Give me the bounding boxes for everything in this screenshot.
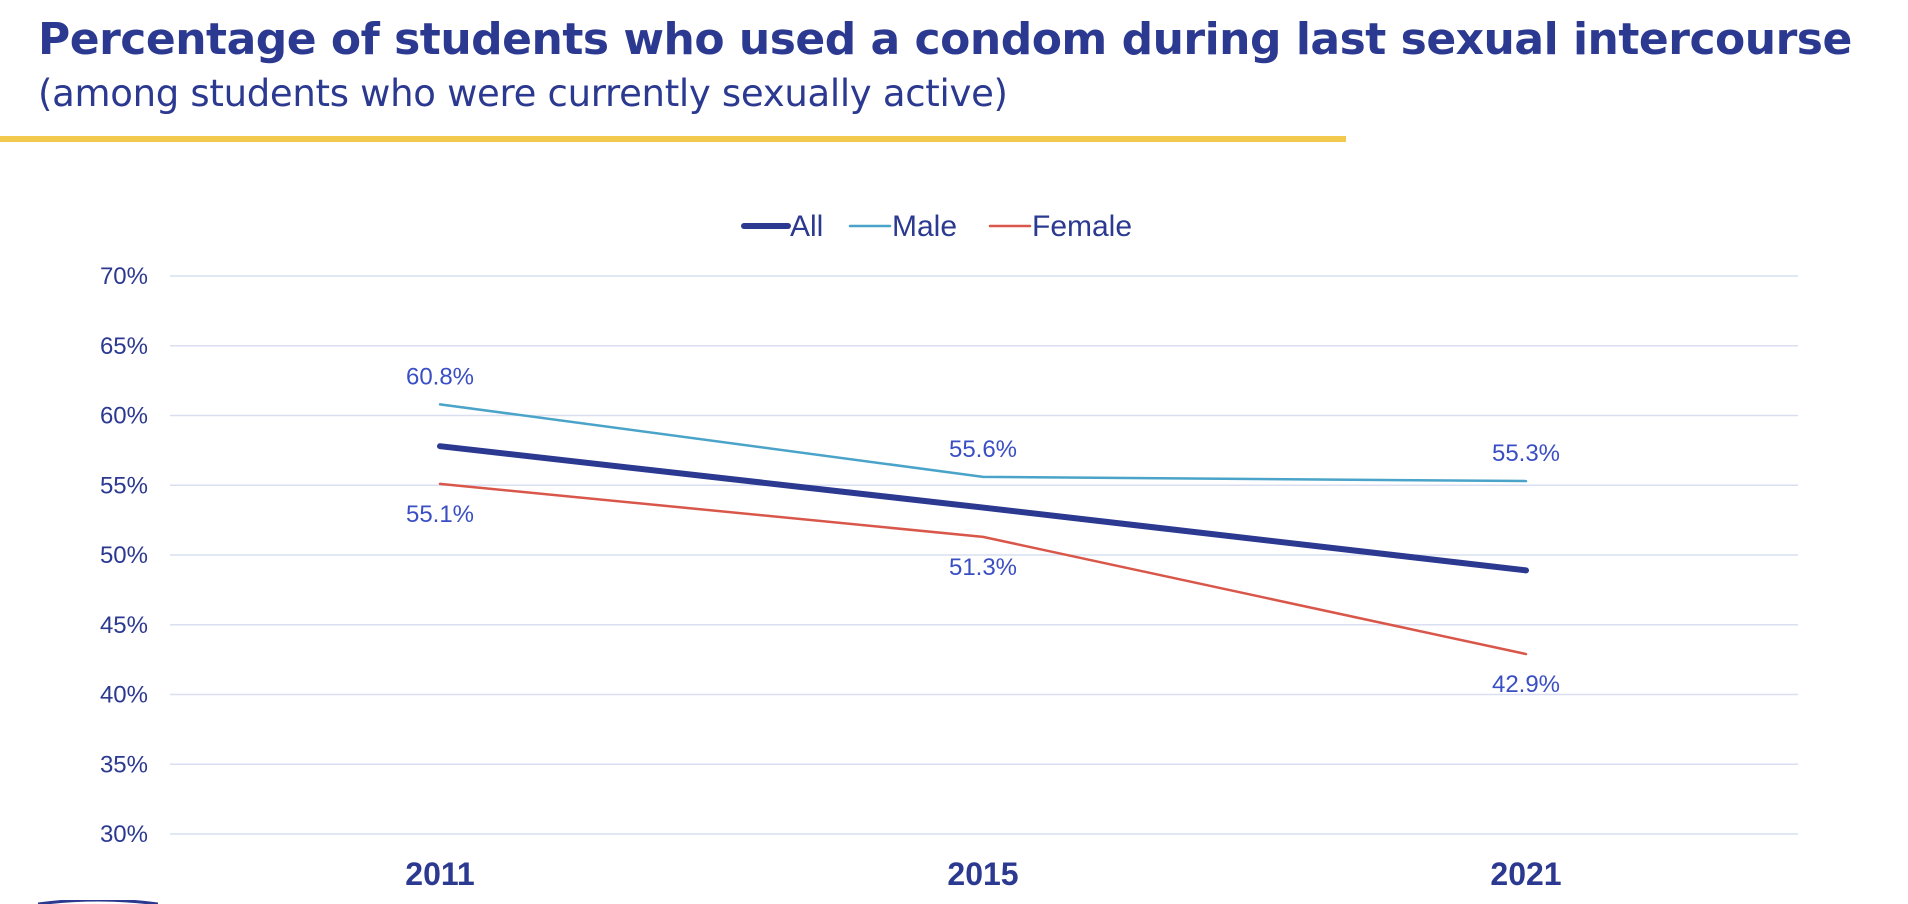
y-tick-label: 30%: [100, 821, 148, 848]
y-tick-label: 40%: [100, 682, 148, 709]
page-subtitle: (among students who were currently sexua…: [38, 72, 1008, 115]
data-label-female: 42.9%: [1492, 671, 1560, 698]
legend-label-all: All: [790, 210, 823, 243]
x-tick-label: 2011: [405, 856, 474, 892]
y-tick-label: 70%: [100, 263, 148, 290]
series-line-female: [438, 482, 1528, 656]
data-label-male: 60.8%: [406, 363, 474, 390]
data-label-female: 51.3%: [949, 554, 1017, 581]
data-label-male: 55.6%: [949, 436, 1017, 463]
data-label-female: 55.1%: [406, 501, 474, 528]
logo-fragment: [38, 900, 158, 904]
y-tick-label: 55%: [100, 472, 148, 499]
y-tick-label: 50%: [100, 542, 148, 569]
data-label-male: 55.3%: [1492, 440, 1560, 467]
legend-label-female: Female: [1032, 210, 1132, 243]
y-tick-label: 60%: [100, 403, 148, 430]
x-tick-label: 2021: [1490, 856, 1561, 892]
y-tick-label: 35%: [100, 751, 148, 778]
legend-label-male: Male: [892, 210, 957, 243]
title-underline: [0, 136, 1346, 142]
y-tick-label: 65%: [100, 333, 148, 360]
y-tick-label: 45%: [100, 612, 148, 639]
series-line-all: [437, 443, 1529, 574]
series-line-male: [438, 403, 1528, 483]
page-title: Percentage of students who used a condom…: [38, 14, 1852, 65]
x-tick-label: 2015: [947, 856, 1018, 892]
